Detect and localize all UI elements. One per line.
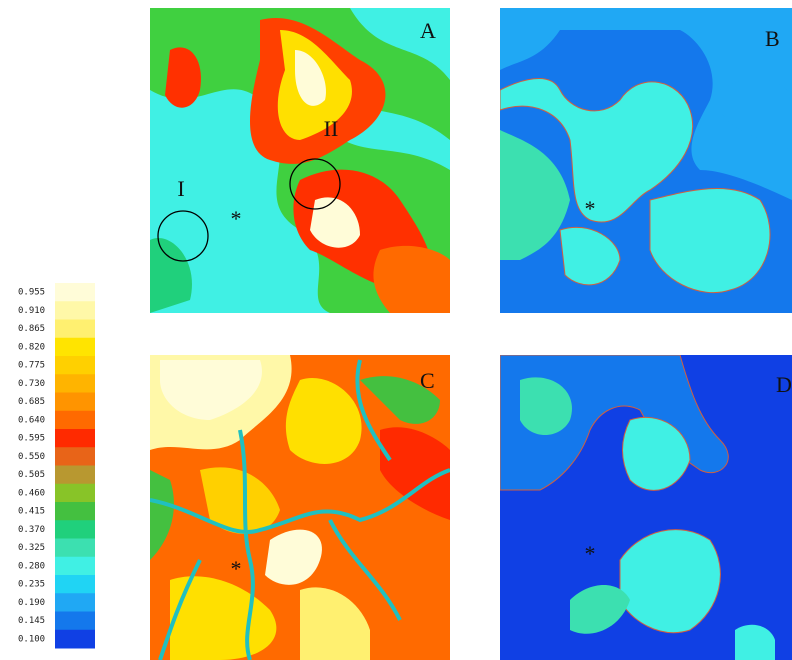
colorbar-label: 0.730 [18,379,45,389]
colorbar-swatch [55,374,95,393]
colorbar-label: 0.865 [18,324,45,334]
colorbar-swatch [55,630,95,649]
region-label: II [324,116,339,141]
colorbar-swatch [55,502,95,521]
colorbar-swatch [55,393,95,412]
colorbar-swatch [55,612,95,631]
colorbar-label: 0.595 [18,434,45,444]
page: Figure {"colorbar": { "labels": ["0.955"… [0,0,792,660]
colorbar: 0.955 0.910 0.865 0.820 0.775 0.730 0.685 0.640… [18,283,95,649]
colorbar-label: 0.820 [18,342,45,352]
panel-b-map [500,8,792,313]
colorbar-swatch [55,429,95,448]
colorbar-swatch [55,411,95,430]
colorbar-swatch [55,447,95,466]
marker: * [585,196,596,221]
colorbar-swatch [55,575,95,594]
body: 0.955 0.910 0.865 0.820 0.775 0.730 0.685 0.640… [0,0,792,660]
colorbar-label: 0.370 [18,525,45,535]
colorbar-swatch [55,320,95,339]
colorbar-label: 0.640 [18,415,45,425]
colorbar-label: 0.145 [18,616,45,626]
colorbar-swatch [55,301,95,320]
colorbar-swatch [55,338,95,357]
panel-d-map [500,355,792,660]
colorbar-label: 0.100 [18,634,45,644]
panel-label: D [776,372,792,397]
colorbar-label: 0.550 [18,452,45,462]
colorbar-label: 0.775 [18,361,45,371]
colorbar-label: 0.190 [18,598,45,608]
colorbar-swatch [55,283,95,302]
colorbar-swatch [55,539,95,558]
colorbar-swatch [55,520,95,539]
marker: * [231,556,242,581]
colorbar-label: 0.325 [18,543,45,553]
panel-a-map [150,8,450,313]
colorbar-label: 0.415 [18,507,45,517]
panel-label: C [420,368,435,393]
colorbar-label: 0.460 [18,488,45,498]
colorbar-label: 0.280 [18,561,45,571]
region-label: I [177,176,184,201]
colorbar-label: 0.910 [18,306,45,316]
colorbar-swatch [55,593,95,612]
marker: * [585,541,596,566]
panel-c-map [150,355,450,660]
colorbar-swatch [55,466,95,485]
colorbar-label: 0.235 [18,580,45,590]
colorbar-label: 0.685 [18,397,45,407]
panel-label: A [420,18,436,43]
colorbar-label: 0.955 [18,288,45,298]
panel-label: B [765,26,780,51]
marker: * [231,206,242,231]
colorbar-swatch [55,356,95,375]
colorbar-label: 0.505 [18,470,45,480]
colorbar-swatch [55,484,95,503]
colorbar-swatch [55,557,95,576]
figure: 0.955 0.910 0.865 0.820 0.775 0.730 0.685 0.640… [0,0,792,660]
